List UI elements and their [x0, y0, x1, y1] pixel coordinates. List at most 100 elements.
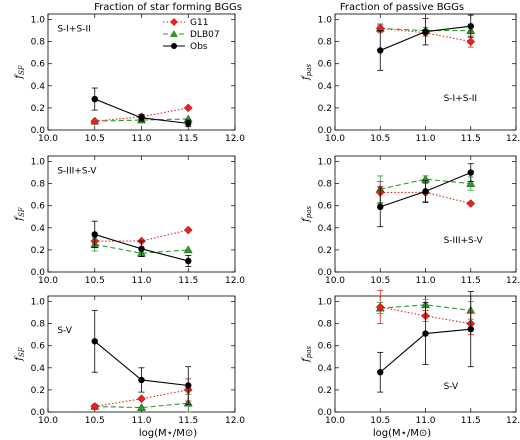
y-tick-label: 0.0 [31, 268, 46, 278]
series-line [380, 27, 471, 43]
panels: 10.0 10.5 11.0 11.5 12.0 0.0 0.2 0.4 0.6 0.8 1.0 fS… [14, 13, 520, 426]
x-tick-label: 12.0 [225, 276, 245, 286]
panel-5: 10.0 10.5 11.0 11.5 12.0 0.0 0.2 0.4 0.6 0.8 1.0 fS… [14, 295, 245, 426]
y-tick-label: 0.4 [318, 82, 333, 92]
y-axis-label: fpas [301, 346, 313, 363]
data-point [91, 95, 98, 103]
series-obs [91, 87, 192, 128]
data-point [377, 203, 384, 211]
data-point [137, 403, 146, 411]
y-tick-label: 0.8 [318, 320, 333, 330]
data-point [466, 199, 476, 208]
x-tick-label: 11.0 [131, 416, 151, 426]
y-tick-label: 0.4 [31, 82, 46, 92]
x-tick-label: 10.0 [38, 276, 58, 286]
panel-annotation: S-III+S-V [57, 166, 97, 176]
x-tick-label: 10.0 [325, 134, 345, 144]
y-tick-label: 1.0 [318, 298, 333, 308]
x-tick-label: 12.0 [506, 134, 520, 144]
data-point [422, 28, 429, 35]
y-tick-label: 0.2 [31, 246, 45, 256]
y-tick-label: 0.8 [31, 180, 46, 190]
x-tick-label: 11.0 [415, 416, 435, 426]
x-tick-label: 10.0 [325, 276, 345, 286]
data-point [467, 169, 474, 176]
y-tick-label: 0.4 [31, 224, 46, 234]
xlabel-right: log(M⋆/M⊙) [373, 428, 431, 439]
panel-annotation: S-V [444, 382, 459, 392]
y-tick-label: 0.2 [318, 246, 332, 256]
data-point [138, 245, 145, 252]
x-tick-label: 10.5 [370, 134, 390, 144]
series-obs [377, 291, 474, 393]
x-tick-label: 11.0 [131, 276, 151, 286]
data-point [467, 325, 474, 333]
y-tick-label: 0.6 [31, 60, 46, 70]
x-tick-label: 12.0 [225, 416, 245, 426]
data-point [422, 330, 429, 337]
data-point [185, 257, 192, 265]
legend-label: DLB07 [190, 30, 220, 40]
legend: G11 DLB07 Obs [163, 18, 220, 52]
panel-annotation: S-III+S-V [444, 236, 484, 246]
panel-6: 10.0 10.5 11.0 11.5 12.0 0.0 0.2 0.4 0.6 0.8 1.0 fp… [301, 290, 520, 426]
x-tick-label: 11.0 [415, 276, 435, 286]
y-tick-label: 0.0 [318, 408, 333, 418]
y-axis-label: fSF [14, 346, 26, 361]
col-title-star-forming: Fraction of star forming BGGs [94, 2, 242, 13]
x-tick-label: 10.5 [85, 276, 105, 286]
legend-item-g11: G11 [163, 18, 208, 28]
y-tick-label: 0.4 [318, 224, 333, 234]
data-point [377, 369, 384, 376]
x-tick-label: 10.5 [370, 276, 390, 286]
series-line [380, 191, 471, 205]
x-tick-label: 11.5 [178, 276, 198, 286]
legend-item-obs: Obs [163, 42, 208, 52]
legend-label: Obs [190, 42, 208, 52]
x-tick-label: 10.0 [325, 416, 345, 426]
data-point [183, 103, 193, 113]
y-axis-label: fSF [14, 64, 26, 79]
panel-1: 10.0 10.5 11.0 11.5 12.0 0.0 0.2 0.4 0.6 0.8 1.0 fS… [14, 13, 245, 144]
x-tick-label: 10.0 [38, 416, 58, 426]
legend-marker [170, 18, 178, 26]
y-tick-label: 1.0 [31, 16, 46, 26]
series-line [380, 27, 471, 32]
panel-annotation: S-I+S-II [57, 24, 90, 34]
series-obs [91, 309, 192, 405]
panel-4: 10.0 10.5 11.0 11.5 12.0 0.0 0.2 0.4 0.6 0.8 1.0 fp… [301, 155, 520, 286]
series-line [380, 304, 471, 311]
y-tick-label: 0.6 [31, 202, 46, 212]
x-tick-label: 11.5 [178, 416, 198, 426]
series-obs [91, 220, 192, 267]
y-axis-label: fSF [14, 206, 26, 221]
y-tick-label: 0.0 [31, 408, 46, 418]
x-tick-label: 12.0 [506, 276, 520, 286]
data-point [467, 22, 474, 30]
y-axis-label: fpas [301, 64, 313, 81]
y-tick-label: 0.2 [31, 386, 45, 396]
y-tick-label: 0.2 [31, 104, 45, 114]
panel-2: 10.0 10.5 11.0 11.5 12.0 0.0 0.2 0.4 0.6 0.8 1.0 fp… [301, 13, 520, 144]
y-tick-label: 0.8 [318, 180, 333, 190]
panel-annotation: S-V [57, 326, 72, 336]
y-tick-label: 1.0 [31, 298, 46, 308]
y-tick-label: 0.4 [318, 364, 333, 374]
col-title-passive: Fraction of passive BGGs [340, 2, 464, 13]
y-tick-label: 0.0 [318, 268, 333, 278]
y-tick-label: 1.0 [31, 158, 46, 168]
data-point [138, 376, 145, 384]
y-tick-label: 1.0 [318, 16, 333, 26]
y-tick-label: 0.8 [31, 320, 46, 330]
data-point [185, 382, 192, 389]
x-tick-label: 10.5 [85, 416, 105, 426]
panel-3: 10.0 10.5 11.0 11.5 12.0 0.0 0.2 0.4 0.6 0.8 1.0 fS… [14, 155, 245, 286]
y-tick-label: 0.6 [31, 342, 46, 352]
data-point [90, 116, 100, 126]
x-tick-label: 10.5 [85, 134, 105, 144]
x-tick-label: 11.5 [461, 134, 481, 144]
y-tick-label: 0.0 [318, 126, 333, 136]
data-point [138, 114, 145, 122]
y-tick-label: 0.4 [31, 364, 46, 374]
